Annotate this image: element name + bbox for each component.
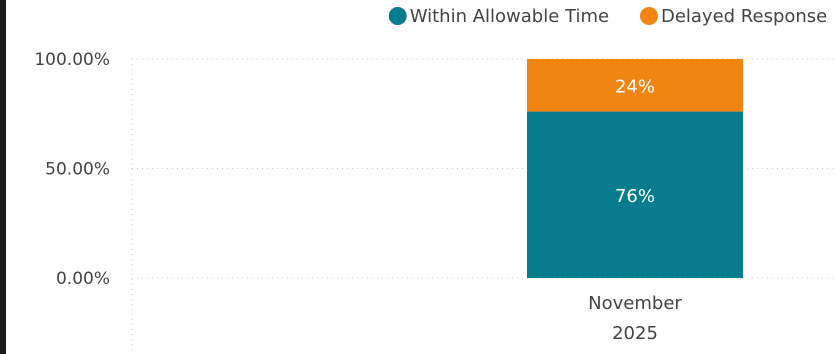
left-frame-edge — [0, 0, 6, 354]
data-label: 76% — [615, 186, 655, 207]
x-tick-label: November — [588, 293, 682, 314]
legend-marker — [639, 7, 658, 25]
x-tick-label: 2025 — [612, 323, 658, 344]
data-label: 24% — [615, 76, 655, 97]
legend-marker — [388, 7, 407, 25]
legend-label: Delayed Response — [661, 6, 827, 27]
legend-label: Within Allowable Time — [410, 6, 609, 27]
bar-segment[interactable] — [527, 59, 743, 112]
y-tick-label: 100.00% — [34, 50, 110, 70]
y-tick-label: 50.00% — [45, 160, 110, 180]
bar-segment[interactable] — [527, 111, 743, 278]
y-tick-label: 0.00% — [56, 269, 110, 289]
